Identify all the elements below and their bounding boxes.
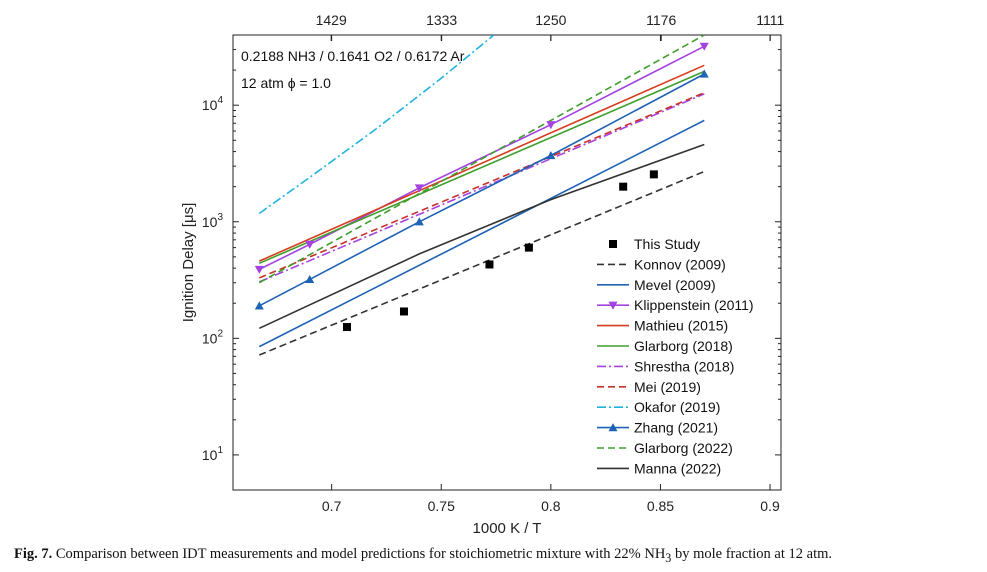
legend-label: Mathieu (2015) [634,318,728,334]
caption-text-end: by mole fraction at 12 atm. [671,546,833,562]
legend-label: Okafor (2019) [634,399,720,415]
y-tick-label: 101 [202,445,224,463]
annotation-mixture: 0.2188 NH3 / 0.1641 O2 / 0.6172 Ar [241,48,465,64]
data-marker-square [609,240,617,248]
top-axis-tick-label: 1111 [756,12,784,28]
series-okafor-2019-line [258,35,495,215]
data-marker-triangle-up [608,423,618,432]
data-marker-triangle-down [546,121,556,130]
data-marker-square [619,182,628,191]
chart-figure: 0.7 0.75 0.8 0.85 0.9 1429 1333 1250 1176 1111 101… [180,12,785,537]
series-mevel-2009-line [258,119,705,348]
x-tick-label: 0.9 [760,498,780,514]
data-marker-triangle-down [305,240,315,249]
data-marker-square [524,243,533,252]
legend-item: Mei (2019) [597,379,701,395]
legend-label: Konnov (2009) [634,256,726,272]
x-tick-label: 0.7 [322,498,342,514]
legend-label: Mevel (2009) [634,277,716,293]
x-tick-label: 0.8 [541,498,561,514]
legend-item: Glarborg (2018) [597,338,733,354]
legend-item: Zhang (2021) [597,420,718,436]
legend-label: Shrestha (2018) [634,358,734,374]
legend-item: Okafor (2019) [597,399,720,415]
data-marker-square [649,170,658,179]
y-tick-label: 103 [202,212,224,230]
data-marker-triangle-up [414,217,424,226]
data-marker-triangle-up [305,274,315,284]
legend-item: This Study [609,236,700,252]
y-axis-title: Ignition Delay [μs] [180,203,197,323]
data-marker-triangle-up [699,69,709,78]
legend: This Study Konnov (2009) Mevel (2009) Klipp… [597,236,754,476]
data-marker-triangle-up [254,301,264,310]
legend-label: Klippenstein (2011) [634,297,754,313]
top-axis-tick-label: 1333 [426,12,457,28]
legend-label: This Study [634,236,700,252]
legend-item: Mevel (2009) [597,277,716,293]
x-axis-title: 1000 K / T [473,520,542,537]
series-konnov-2009-line [258,170,705,356]
legend-label: Glarborg (2022) [634,440,733,456]
legend-label: Mei (2019) [634,379,701,395]
figure-caption: Fig. 7. Comparison between IDT measureme… [14,546,979,566]
legend-item: Manna (2022) [597,460,721,476]
markers-layer [254,42,709,332]
data-marker-triangle-down [699,42,709,51]
annotation-conditions: 12 atm ϕ = 1.0 [241,75,331,91]
caption-text: Comparison between IDT measurements and … [55,546,666,562]
data-marker-triangle-down [254,265,264,274]
series-mathieu-2015-line [258,64,705,262]
legend-item: Shrestha (2018) [597,358,734,374]
series-glarborg-2018-line [258,70,705,265]
legend-item: Konnov (2009) [597,256,726,272]
axis-ticks: 0.7 0.75 0.8 0.85 0.9 1429 1333 1250 1176 1111 101… [202,12,785,514]
series-shrestha-2018-line [258,93,705,283]
x-tick-label: 0.85 [647,498,674,514]
legend-label: Glarborg (2018) [634,338,733,354]
y-tick-label: 104 [202,95,224,113]
caption-subscript: 3 [665,550,672,565]
data-marker-square [485,260,494,269]
legend-label: Manna (2022) [634,460,721,476]
top-axis-tick-label: 1429 [316,12,347,28]
top-axis-tick-label: 1176 [646,12,676,28]
series-manna-2022-line [258,143,705,330]
plot-area-frame [232,34,782,491]
caption-label: Fig. 7. [14,546,53,562]
top-axis-tick-label: 1250 [535,12,566,28]
legend-item: Mathieu (2015) [597,318,728,334]
data-marker-square [399,307,408,316]
data-marker-triangle-down [414,184,424,193]
y-tick-label: 102 [202,328,224,346]
legend-item: Glarborg (2022) [597,440,733,456]
legend-label: Zhang (2021) [634,420,718,436]
data-marker-triangle-up [546,151,556,160]
legend-item: Klippenstein (2011) [597,297,754,313]
series-glarborg-2022-line [258,35,705,284]
data-marker-triangle-down [608,301,618,310]
x-tick-label: 0.75 [428,498,455,514]
series-mei-2019-line [258,91,705,279]
data-marker-square [342,323,351,332]
